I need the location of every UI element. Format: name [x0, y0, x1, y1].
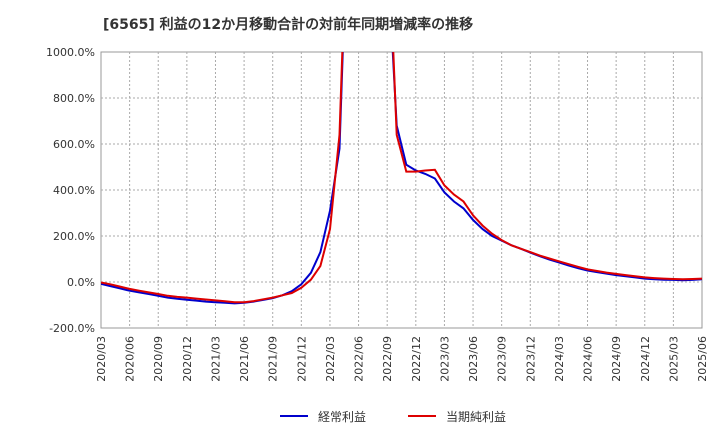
x-tick-label: 2021/09: [267, 336, 280, 382]
series-line-net-profit: [101, 52, 702, 304]
x-tick-label: 2020/12: [181, 336, 194, 382]
x-tick-label: 2025/03: [667, 336, 680, 382]
grid: [100, 51, 703, 329]
y-tick-label: -200.0%: [49, 322, 95, 335]
x-tick-label: 2020/06: [124, 336, 137, 382]
legend-label-ordinary-profit: 経常利益: [318, 410, 366, 424]
series-lines: [101, 52, 702, 305]
x-tick-label: 2022/03: [324, 336, 337, 382]
y-tick-label: 200.0%: [53, 230, 95, 243]
chart-title: [6565] 利益の12か月移動合計の対前年同期増減率の推移: [103, 16, 473, 33]
axes: 2020/03 2020/06 2020/09 2020/12 2021/03 2021/…: [46, 46, 709, 382]
y-tick-label: 600.0%: [53, 138, 95, 151]
x-tick-label: 2020/09: [152, 336, 165, 382]
x-tick-label: 2021/06: [238, 336, 251, 382]
x-tick-label: 2023/03: [438, 336, 451, 382]
x-tick-label: 2022/06: [353, 336, 366, 382]
x-tick-label: 2024/09: [610, 336, 623, 382]
x-tick-label: 2023/06: [467, 336, 480, 382]
x-tick-label: 2024/03: [553, 336, 566, 382]
x-tick-label: 2022/09: [381, 336, 394, 382]
y-tick-label: 800.0%: [53, 92, 95, 105]
x-tick-label: 2023/12: [524, 336, 537, 382]
x-tick-label: 2023/09: [496, 336, 509, 382]
legend: 経常利益 当期純利益: [280, 410, 506, 424]
x-tick-label: 2022/12: [410, 336, 423, 382]
y-tick-label: 400.0%: [53, 184, 95, 197]
y-tick-label: 0.0%: [67, 276, 95, 289]
x-tick-label: 2024/06: [582, 336, 595, 382]
x-tick-label: 2020/03: [95, 336, 108, 382]
x-tick-label: 2024/12: [639, 336, 652, 382]
y-tick-label: 1000.0%: [46, 46, 95, 59]
x-tick-label: 2021/03: [209, 336, 222, 382]
x-tick-label: 2025/06: [696, 336, 709, 382]
x-tick-label: 2021/12: [295, 336, 308, 382]
legend-label-net-profit: 当期純利益: [446, 410, 506, 424]
